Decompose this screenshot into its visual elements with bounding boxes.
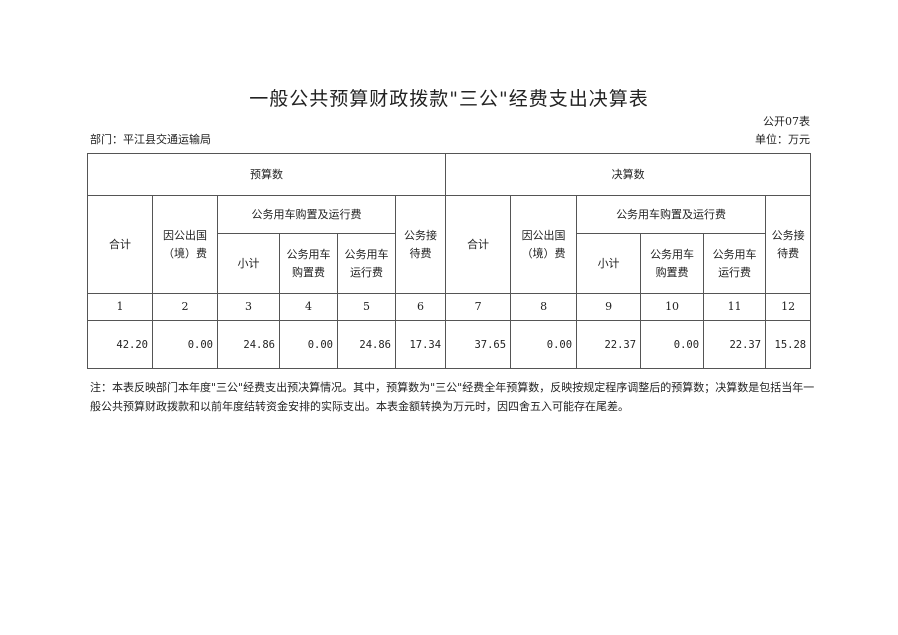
col-number: 7 <box>445 293 512 321</box>
header-operation: 公务用车运行费 <box>703 233 767 294</box>
value-cell: 37.65 <box>445 320 512 369</box>
col-number: 4 <box>279 293 338 321</box>
value-cell: 24.86 <box>217 320 280 369</box>
col-number: 2 <box>152 293 218 321</box>
col-number: 12 <box>765 293 812 321</box>
col-number: 11 <box>703 293 767 321</box>
column-number-row: 1 2 3 4 5 6 7 8 9 10 11 12 <box>87 293 812 321</box>
header-reception: 公务接待费 <box>765 195 812 294</box>
value-cell: 0.00 <box>640 320 705 369</box>
header-reception: 公务接待费 <box>394 195 447 294</box>
header-total: 合计 <box>87 195 153 294</box>
header-abroad: 因公出国（境）费 <box>152 195 218 294</box>
value-cell: 22.37 <box>703 320 767 369</box>
unit: 单位：万元 <box>755 133 810 146</box>
value-cell: 0.00 <box>279 320 338 369</box>
header-final: 决算数 <box>445 153 812 196</box>
header-vehicle: 公务用车购置及运行费 <box>576 195 767 234</box>
header-subtotal: 小计 <box>576 233 642 294</box>
header-subtotal: 小计 <box>217 233 280 294</box>
value-cell: 0.00 <box>152 320 218 369</box>
header-purchase: 公务用车购置费 <box>640 233 705 294</box>
header-vehicle: 公务用车购置及运行费 <box>217 195 396 234</box>
header-purchase: 公务用车购置费 <box>279 233 338 294</box>
value-cell: 24.86 <box>337 320 396 369</box>
col-number: 3 <box>217 293 280 321</box>
col-number: 1 <box>87 293 153 321</box>
col-number: 10 <box>640 293 705 321</box>
form-number: 公开07表 <box>763 115 810 128</box>
department: 部门：平江县交通运输局 <box>90 133 211 146</box>
value-cell: 15.28 <box>765 320 812 369</box>
col-number: 9 <box>576 293 642 321</box>
value-cell: 0.00 <box>510 320 578 369</box>
header-operation: 公务用车运行费 <box>337 233 396 294</box>
page-title: 一般公共预算财政拨款"三公"经费支出决算表 <box>249 88 649 110</box>
expense-table: 预算数 决算数 合计 因公出国（境）费 公务用车购置及运行费 公务接待费 合计 … <box>86 153 812 369</box>
col-number: 6 <box>394 293 447 321</box>
value-cell: 22.37 <box>576 320 642 369</box>
header-budget: 预算数 <box>86 153 447 196</box>
col-number: 8 <box>510 293 578 321</box>
value-cell: 17.34 <box>394 320 447 369</box>
header-total: 合计 <box>445 195 512 294</box>
table-row: 42.20 0.00 24.86 0.00 24.86 17.34 37.65 … <box>87 320 812 369</box>
value-cell: 42.20 <box>87 320 153 369</box>
header-abroad: 因公出国（境）费 <box>510 195 578 294</box>
col-number: 5 <box>337 293 396 321</box>
footnote: 注：本表反映部门本年度"三公"经费支出预决算情况。其中，预算数为"三公"经费全年… <box>90 381 815 413</box>
